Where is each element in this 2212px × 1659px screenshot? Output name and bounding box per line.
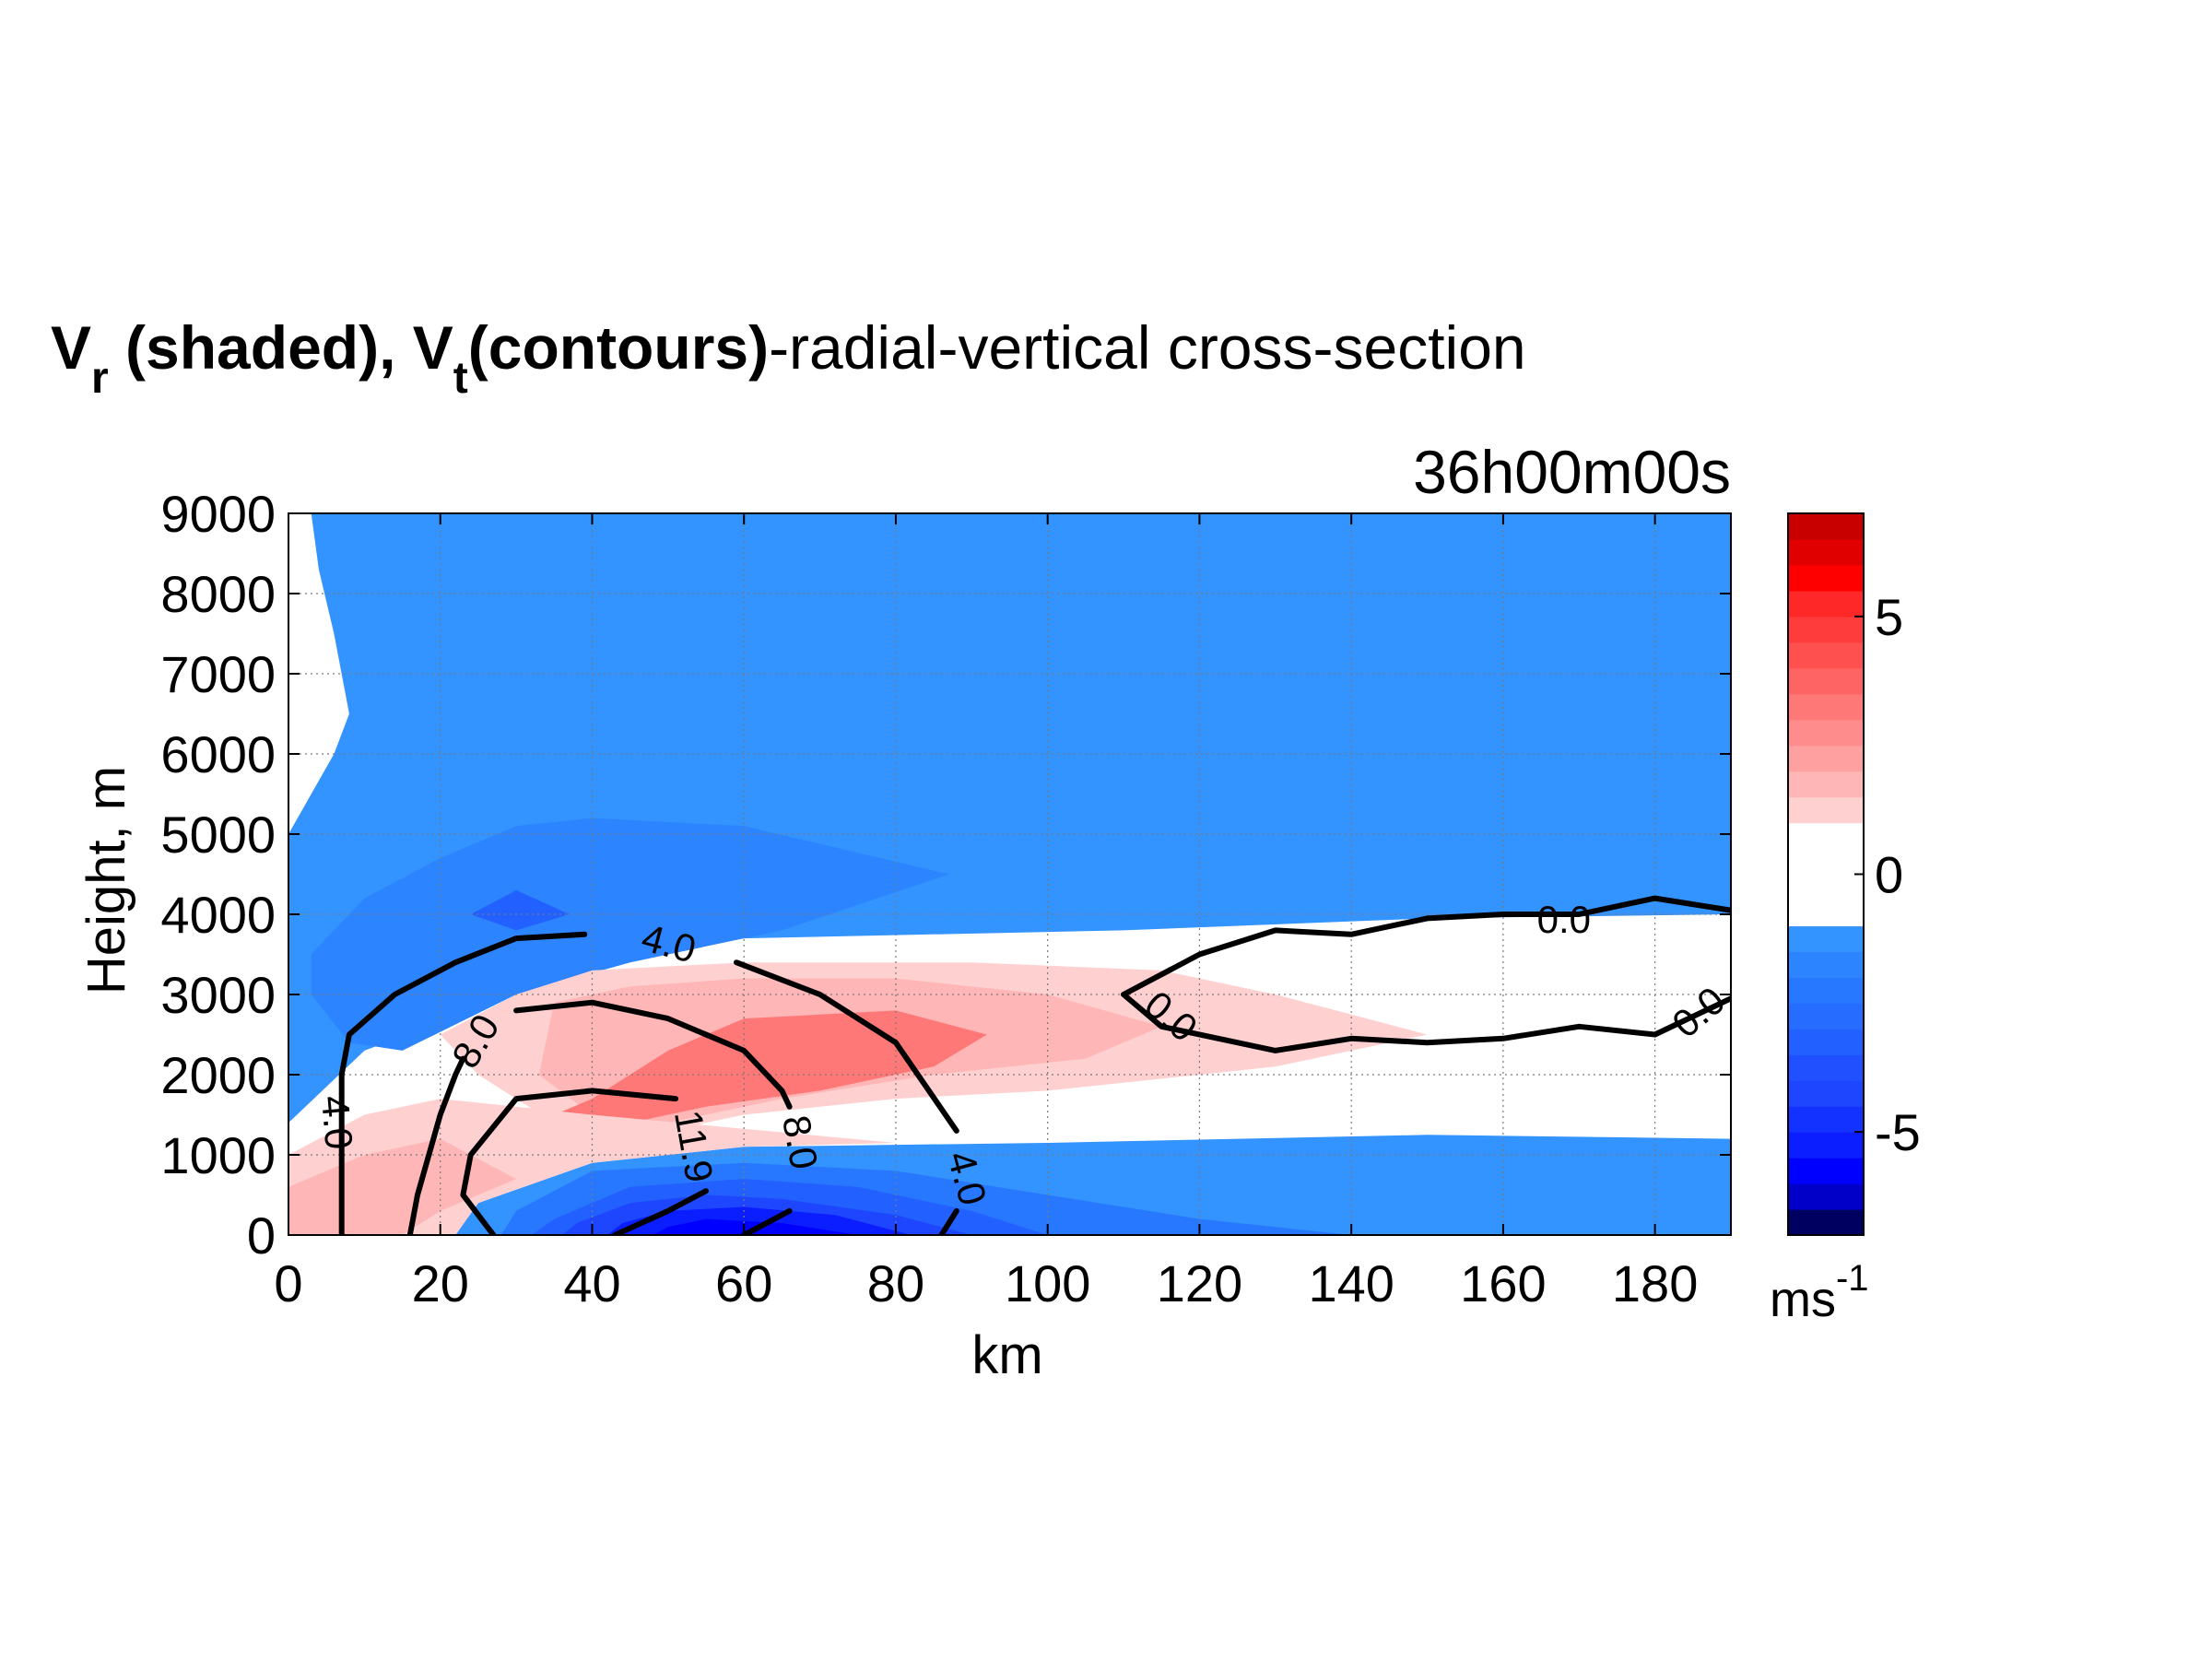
shaded-region-lower-positive-pink-2 <box>288 1138 517 1235</box>
colorbar-level <box>1788 1003 1864 1030</box>
contour-vt-8-inner <box>406 1055 466 1235</box>
colorbar-level <box>1788 951 1864 978</box>
colorbar-level <box>1788 1183 1864 1210</box>
colorbar-tick-label: 0 <box>1875 846 1903 904</box>
contour-lines <box>338 895 1731 1235</box>
x-tick-label: 20 <box>412 1254 469 1312</box>
x-axis-label: km <box>971 1325 1042 1385</box>
colorbar-level <box>1788 771 1864 798</box>
y-axis-label: Height, m <box>76 766 136 994</box>
contour-vt-4-inner <box>338 931 588 1235</box>
title-part2: (shaded), V <box>109 313 453 382</box>
x-tick-label: 140 <box>1308 1254 1394 1312</box>
colorbar-levels <box>1788 513 1864 1236</box>
colorbar: 5 0 -5 <box>1787 512 1921 1236</box>
title-part4: -radial-vertical cross-section <box>769 313 1526 382</box>
colorbar-tick-label: 5 <box>1875 588 1903 646</box>
colorbar-unit-base: ms <box>1770 1272 1836 1327</box>
y-tick-label: 5000 <box>160 806 276 864</box>
x-tick-label: 180 <box>1612 1254 1698 1312</box>
colorbar-level <box>1788 693 1864 721</box>
y-tick-label: 8000 <box>160 565 276 623</box>
x-axis-ticks: 0 20 40 60 80 100 120 140 160 180 <box>274 513 1698 1312</box>
colorbar-level <box>1788 641 1864 669</box>
x-tick-label: 0 <box>274 1254 302 1312</box>
y-tick-label: 6000 <box>160 725 276 783</box>
colorbar-level <box>1788 1080 1864 1107</box>
y-axis-ticks: 0 1000 2000 3000 4000 5000 6000 7000 8000 9000 <box>160 485 1731 1265</box>
colorbar-level <box>1788 1158 1864 1184</box>
shaded-region-outflow-max-blue <box>470 889 570 931</box>
y-tick-label: 4000 <box>160 886 276 944</box>
contour-vt-0-upper <box>1121 895 1731 997</box>
colorbar-tick-label: -5 <box>1875 1103 1921 1161</box>
colorbar-level <box>1788 745 1864 772</box>
colorbar-level <box>1788 822 1864 927</box>
colorbar-level <box>1788 564 1864 592</box>
contour-label: 8.0 <box>774 1112 826 1173</box>
contour-vt-11-9-low <box>612 1188 709 1235</box>
y-tick-label: 3000 <box>160 966 276 1024</box>
colorbar-level <box>1788 1132 1864 1159</box>
title-part3: (contours) <box>468 313 769 382</box>
contour-vt-4-low <box>938 1207 959 1235</box>
plot-frame <box>288 512 1732 1236</box>
colorbar-level <box>1788 1029 1864 1055</box>
x-tick-label: 160 <box>1460 1254 1546 1312</box>
shaded-region-outflow-core-blue <box>311 818 949 1051</box>
chart-title: Vr (shaded), Vt(contours)-radial-vertica… <box>51 313 1526 403</box>
plot-area: 4.08.04.011.9 8.04.00.00.00.0 0 20 40 60 80 10… <box>160 485 1733 1312</box>
x-tick-label: 80 <box>867 1254 924 1312</box>
x-tick-label: 120 <box>1157 1254 1242 1312</box>
shaded-region-upper-outflow-blue <box>288 513 1731 1124</box>
x-tick-label: 40 <box>563 1254 620 1312</box>
contour-vt-0-lower <box>1121 992 1731 1053</box>
colorbar-level <box>1788 513 1864 540</box>
contour-label: 4.0 <box>313 1094 361 1151</box>
time-label: 36h00m00s <box>1413 438 1731 506</box>
contour-label: 0.0 <box>1537 898 1591 941</box>
colorbar-level <box>1788 925 1864 952</box>
colorbar-level <box>1788 1054 1864 1081</box>
y-tick-label: 0 <box>247 1206 276 1265</box>
title-part1-sub: r <box>91 354 109 403</box>
grid-lines <box>288 513 1731 1235</box>
colorbar-level <box>1788 616 1864 643</box>
title-part1: V <box>51 313 91 382</box>
colorbar-level <box>1788 1106 1864 1133</box>
y-tick-label: 1000 <box>160 1126 276 1184</box>
y-tick-label: 7000 <box>160 645 276 703</box>
x-tick-label: 100 <box>1005 1254 1090 1312</box>
colorbar-unit-sup: -1 <box>1836 1258 1869 1299</box>
contour-vt-11-9 <box>460 1088 679 1235</box>
colorbar-level <box>1788 1209 1864 1236</box>
contour-vt-8-low <box>741 1207 793 1235</box>
y-tick-label: 9000 <box>160 485 276 543</box>
contour-vt-8-outer <box>513 999 793 1110</box>
colorbar-level <box>1788 796 1864 824</box>
colorbar-unit: ms-1 <box>1770 1258 1869 1327</box>
x-tick-label: 60 <box>715 1254 772 1312</box>
shaded-field <box>288 513 1731 1235</box>
colorbar-level <box>1788 977 1864 1004</box>
colorbar-level <box>1788 719 1864 747</box>
title-part2-sub: t <box>453 354 468 403</box>
colorbar-ticks: 5 0 -5 <box>1854 588 1921 1161</box>
colorbar-level <box>1788 667 1864 695</box>
y-tick-label: 2000 <box>160 1046 276 1104</box>
colorbar-level <box>1788 590 1864 618</box>
colorbar-level <box>1788 538 1864 566</box>
contour-vt-4-outer <box>734 959 959 1134</box>
